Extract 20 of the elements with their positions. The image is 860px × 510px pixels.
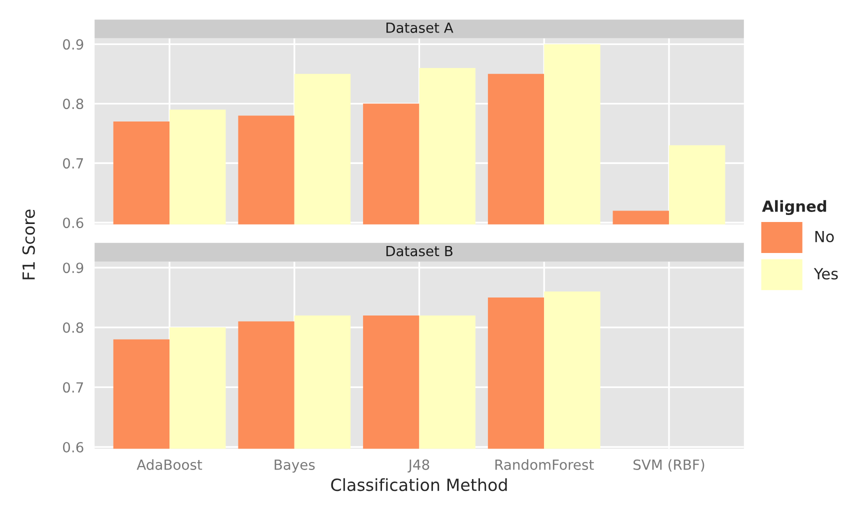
- chart-title: Dataset A: [386, 22, 454, 33]
- x-tick-label: Bayes: [274, 460, 315, 473]
- y-tick-label: 0.8: [63, 98, 84, 110]
- y-tick-label: 0.9: [63, 262, 84, 274]
- x-tick-label: RandomForest: [495, 459, 594, 470]
- y-tick-label: 0.8: [63, 322, 84, 333]
- y-tick-label: 0.7: [63, 382, 83, 393]
- y-tick-label: 0.6: [63, 442, 84, 452]
- x-tick-label: SVM (RBF): [634, 459, 704, 472]
- y-tick-label: 0.6: [63, 218, 84, 228]
- legend-label: Yes: [814, 268, 838, 280]
- legend-title: Aligned: [762, 200, 826, 216]
- x-axis-title: Classification Method: [331, 478, 507, 492]
- y-axis-title: F1 Score: [22, 210, 35, 280]
- x-tick-label: AdaBoost: [136, 459, 202, 470]
- chart-title: Dataset B: [386, 246, 452, 256]
- y-tick-label: 0.9: [63, 39, 84, 50]
- x-tick-label: J48: [408, 459, 430, 473]
- y-tick-label: 0.7: [63, 158, 83, 169]
- legend-label: No: [815, 230, 834, 242]
